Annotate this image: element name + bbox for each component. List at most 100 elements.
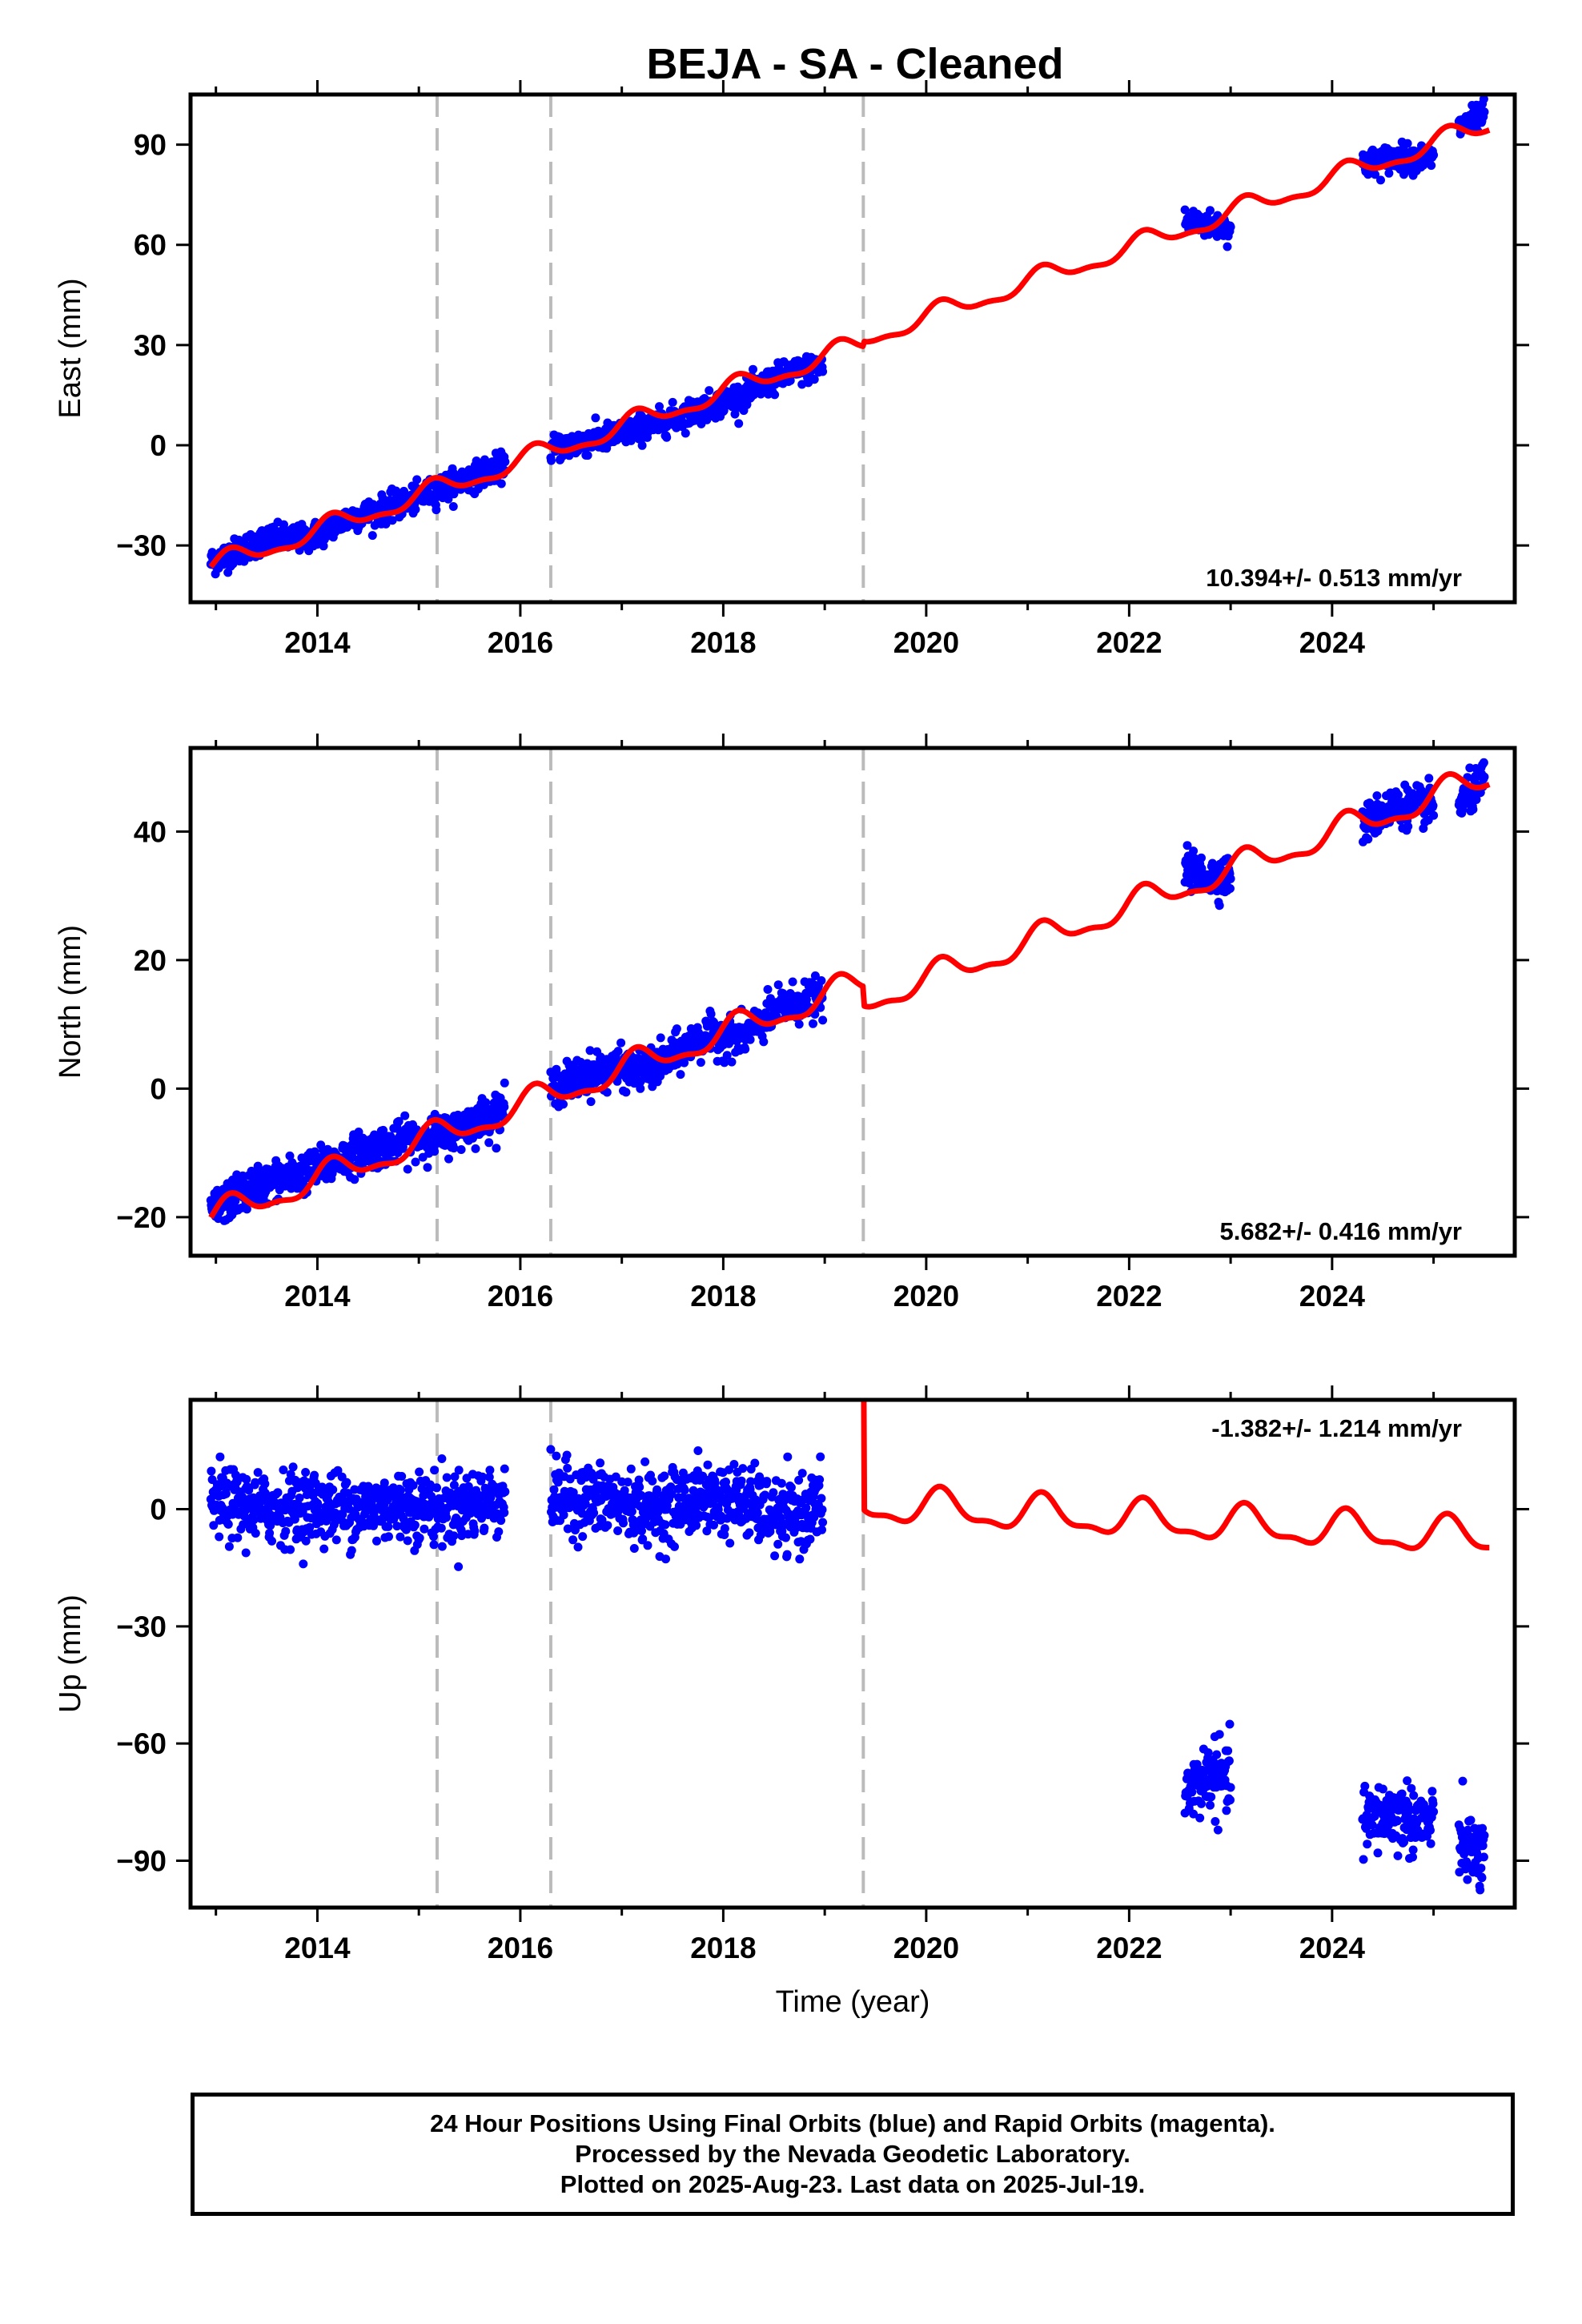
- data-point: [562, 1450, 572, 1460]
- data-point: [573, 1542, 583, 1552]
- plot-frame: [188, 746, 1517, 1258]
- data-point: [454, 1562, 464, 1571]
- data-point: [549, 1485, 559, 1494]
- data-point: [432, 505, 441, 515]
- data-point: [466, 1509, 476, 1518]
- data-point: [1384, 168, 1394, 178]
- data-point: [816, 1452, 825, 1462]
- data-point: [1476, 1885, 1485, 1895]
- data-point: [563, 1463, 572, 1473]
- data-point: [223, 1519, 233, 1529]
- y-axis-label: North (mm): [54, 925, 87, 1079]
- data-point: [500, 1508, 509, 1518]
- data-point: [763, 985, 773, 994]
- plot-frame: [188, 92, 1517, 605]
- data-point: [818, 367, 828, 376]
- data-point: [722, 1051, 732, 1060]
- data-point: [583, 1492, 592, 1502]
- data-point: [207, 1466, 216, 1476]
- data-point: [265, 1528, 275, 1538]
- data-point: [817, 1525, 826, 1534]
- data-point: [1195, 1813, 1205, 1823]
- data-point: [215, 1532, 224, 1542]
- model-curve-up: [861, 1400, 1491, 1551]
- footer-note: 24 Hour Positions Using Final Orbits (bl…: [191, 2093, 1515, 2216]
- data-point: [709, 1520, 718, 1530]
- y-axis-label: Up (mm): [54, 1594, 87, 1713]
- data-point: [1373, 1848, 1383, 1858]
- data-point: [761, 1490, 769, 1500]
- data-point: [616, 1038, 626, 1047]
- data-point: [588, 1474, 598, 1484]
- data-point: [1222, 1806, 1231, 1815]
- footer-line-3: Plotted on 2025-Aug-23. Last data on 202…: [560, 2170, 1146, 2198]
- data-point: [310, 1470, 319, 1480]
- data-point: [484, 1138, 494, 1148]
- x-tick-label: 2020: [893, 1932, 959, 1964]
- data-point: [1428, 801, 1438, 810]
- data-point: [1393, 1851, 1403, 1860]
- data-point: [546, 1445, 556, 1454]
- y-tick-label: 90: [134, 129, 167, 162]
- data-point: [1206, 206, 1215, 215]
- data-point: [591, 413, 600, 423]
- data-point: [1424, 774, 1434, 783]
- data-point: [783, 1452, 793, 1462]
- data-point: [449, 1144, 459, 1153]
- data-point: [430, 1466, 440, 1475]
- data-point: [745, 1035, 755, 1044]
- data-points-north: [206, 758, 1489, 1225]
- data-point: [725, 1538, 735, 1548]
- data-point: [384, 1532, 393, 1542]
- data-point: [640, 1457, 650, 1466]
- data-point: [381, 519, 391, 529]
- data-point: [242, 1474, 251, 1484]
- data-point: [670, 1542, 679, 1551]
- data-point: [637, 440, 647, 450]
- data-point: [1403, 822, 1413, 831]
- data-point: [1480, 107, 1489, 117]
- data-point: [394, 1116, 404, 1126]
- data-point: [432, 1483, 441, 1493]
- x-tick-label: 2022: [1096, 1280, 1162, 1313]
- data-point: [1397, 1789, 1407, 1799]
- data-point: [725, 1465, 733, 1474]
- data-point: [397, 1472, 407, 1481]
- data-point: [705, 386, 714, 396]
- data-point: [702, 415, 712, 424]
- data-point: [635, 1482, 644, 1492]
- data-point: [367, 531, 377, 541]
- data-point: [636, 1084, 645, 1093]
- data-point: [1192, 1759, 1202, 1769]
- data-point: [589, 1508, 599, 1518]
- data-point: [737, 1476, 746, 1486]
- velocity-label: -1.382+/- 1.214 mm/yr: [1211, 1414, 1462, 1442]
- data-point: [1479, 758, 1488, 767]
- data-point: [348, 1153, 357, 1162]
- data-point: [703, 1460, 713, 1470]
- data-point: [1189, 1809, 1199, 1819]
- data-point: [786, 1482, 796, 1492]
- y-tick-label: −20: [116, 1201, 167, 1234]
- data-point: [1363, 170, 1373, 179]
- data-point: [251, 1529, 260, 1538]
- data-point: [720, 1058, 729, 1068]
- data-point: [770, 390, 780, 400]
- data-point: [448, 502, 458, 511]
- data-point: [742, 400, 752, 409]
- data-point: [1428, 1799, 1438, 1808]
- data-point: [805, 1534, 815, 1544]
- data-point: [583, 451, 592, 460]
- data-point: [415, 1467, 424, 1477]
- data-point: [1226, 1783, 1235, 1792]
- data-point: [411, 505, 420, 514]
- data-point: [496, 479, 506, 489]
- data-point: [244, 1486, 254, 1495]
- footer-line-2: Processed by the Nevada Geodetic Laborat…: [575, 2140, 1130, 2168]
- data-point: [643, 1541, 652, 1550]
- data-point: [648, 1476, 657, 1486]
- data-point: [809, 1019, 817, 1028]
